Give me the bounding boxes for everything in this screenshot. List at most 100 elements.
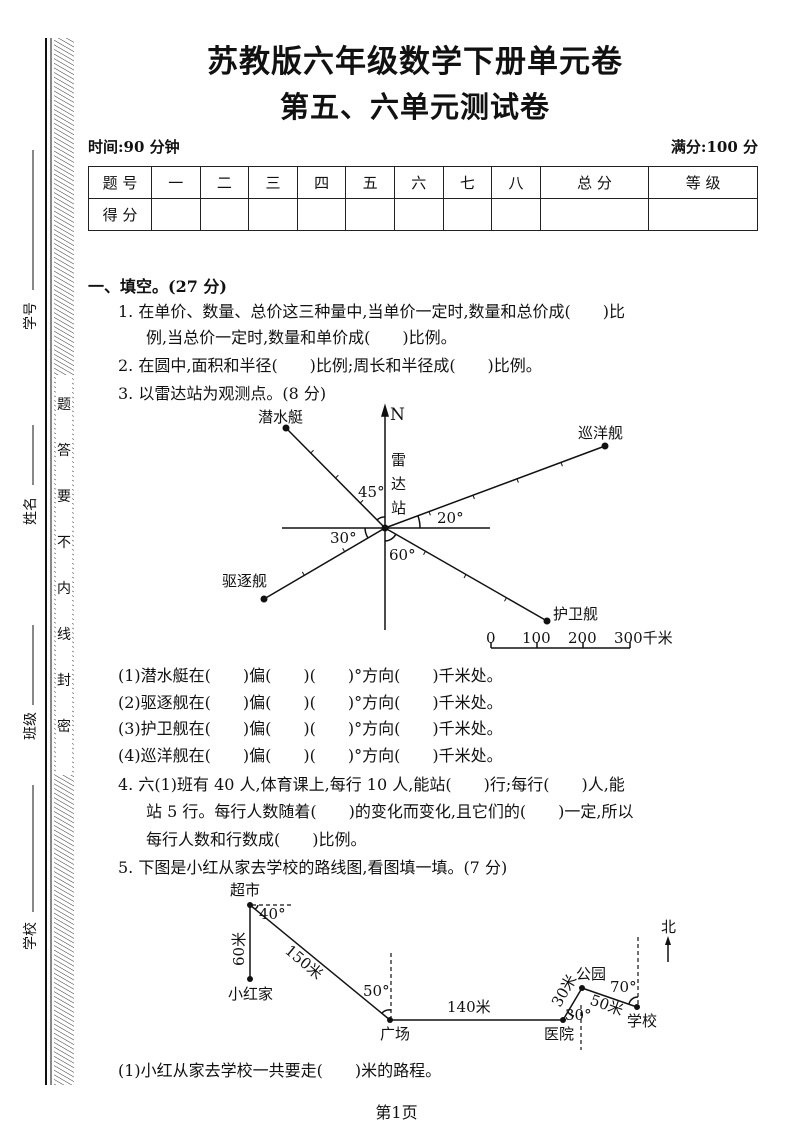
- frigate-label: 护卫舰: [553, 605, 598, 623]
- seal-char: 要: [57, 489, 71, 505]
- tick-mark: [504, 597, 507, 602]
- north-arrow-icon: [380, 403, 390, 417]
- supermarket-label: 超市: [230, 881, 260, 899]
- question-3: 3. 以雷达站为观测点。(8 分): [118, 384, 327, 403]
- cruiser-ray: [384, 445, 606, 529]
- school-label: 学校: [627, 1012, 657, 1030]
- question-5-item: (1)小红从家去学校一共要走( )米的路程。: [118, 1061, 442, 1080]
- scale-label: 200: [568, 629, 597, 647]
- destroyer-point: [260, 595, 268, 603]
- table-cell: 等 级: [648, 166, 758, 199]
- destroyer-ray: [263, 527, 386, 600]
- destroyer-label: 驱逐舰: [222, 572, 267, 590]
- table-cell: 五: [345, 166, 395, 199]
- station-label: 雷: [391, 451, 406, 469]
- seal-char: 不: [57, 535, 71, 551]
- angle-label: 70°: [610, 978, 637, 996]
- home-label: 小红家: [228, 985, 273, 1003]
- score-cell[interactable]: [248, 198, 298, 231]
- tick-mark: [560, 462, 563, 467]
- angle-label: 60°: [389, 546, 416, 564]
- question-3-item: (4)巡洋舰在( )偏( )( )°方向( )千米处。: [118, 746, 503, 765]
- radar-station-point: [381, 524, 389, 532]
- angle-label: 45°: [358, 483, 385, 501]
- seal-char: 答: [57, 443, 71, 459]
- seal-char: 内: [57, 581, 71, 597]
- north-label: N: [390, 405, 405, 425]
- hospital-label: 医院: [544, 1025, 574, 1043]
- station-label: 站: [391, 499, 406, 517]
- tick-mark: [472, 495, 475, 500]
- table-cell: 六: [393, 166, 444, 199]
- table-cell: 题 号: [88, 166, 152, 199]
- tick-mark: [516, 478, 519, 483]
- north-label: 北: [661, 918, 676, 936]
- scale-label: 100: [522, 629, 551, 647]
- question-1-line2: 例,当总价一定时,数量和单价成( )比例。: [146, 328, 457, 347]
- tick-mark: [423, 551, 426, 555]
- question-4-line2: 站 5 行。每行人数随着( )的变化而变化,且它们的( )一定,所以: [146, 802, 634, 821]
- question-3-item: (3)护卫舰在( )偏( )( )°方向( )千米处。: [118, 719, 503, 738]
- scale-label: 300千米: [614, 629, 673, 647]
- score-cell[interactable]: [442, 198, 493, 231]
- table-row: 得 分: [88, 198, 758, 231]
- question-1-line1: 1. 在单价、数量、总价这三种量中,当单价一定时,数量和总价成( )比: [118, 302, 626, 321]
- seal-char: 题: [57, 397, 71, 413]
- page-title: 苏教版六年级数学下册单元卷: [207, 44, 623, 80]
- page-subtitle: 第五、六单元测试卷: [279, 90, 550, 124]
- score-cell[interactable]: [648, 198, 758, 231]
- route-segment: [249, 904, 391, 1021]
- tick-mark: [359, 499, 364, 504]
- score-cell[interactable]: [296, 198, 347, 231]
- seal-text: 题 答 要 不 内 线 封 密: [56, 382, 72, 750]
- tick-mark: [428, 511, 431, 516]
- question-2: 2. 在圆中,面积和半径( )比例;周长和半径成( )比例。: [118, 356, 542, 375]
- question-5: 5. 下图是小红从家去学校的路线图,看图填一填。(7 分): [118, 858, 508, 877]
- scale-label: 0: [486, 629, 496, 647]
- question-3-item: (2)驱逐舰在( )偏( )( )°方向( )千米处。: [118, 693, 503, 712]
- table-cell: 八: [491, 166, 541, 199]
- question-3-item: (1)潜水艇在( )偏( )( )°方向( )千米处。: [118, 666, 503, 685]
- tick-mark: [310, 449, 314, 454]
- angle-arc: [417, 515, 421, 529]
- table-cell: 总 分: [539, 166, 650, 199]
- angle-label: 30°: [330, 529, 357, 547]
- route-segment: [562, 987, 583, 1021]
- square-label: 广场: [380, 1025, 410, 1043]
- tick-mark: [301, 571, 305, 576]
- table-cell: 得 分: [88, 198, 152, 231]
- question-4-line1: 4. 六(1)班有 40 人,体育课上,每行 10 人,能站( )行;每行( )…: [118, 775, 625, 794]
- tick-mark: [335, 474, 339, 479]
- submarine-label: 潜水艇: [258, 408, 303, 426]
- exam-time: 时间:90 分钟: [88, 138, 180, 156]
- score-cell[interactable]: [539, 198, 650, 231]
- angle-label: 30°: [565, 1006, 592, 1024]
- score-cell[interactable]: [345, 198, 395, 231]
- tick-mark: [463, 574, 467, 579]
- section-heading: 一、填空。(27 分): [88, 277, 227, 296]
- table-cell: 四: [296, 166, 347, 199]
- submarine-point: [282, 424, 290, 432]
- angle-arc: [384, 533, 397, 542]
- seal-char: 密: [57, 719, 71, 735]
- question-4-line3: 每行人数和行数成( )比例。: [146, 830, 367, 849]
- angle-arc: [376, 516, 386, 521]
- angle-label: 40°: [259, 905, 286, 923]
- angle-arc: [364, 527, 369, 539]
- route-segment: [581, 987, 638, 1008]
- score-table: 题 号 一 二 三 四 五 六 七 八 总 分 等 级 得 分: [88, 166, 758, 231]
- cruiser-point: [601, 442, 609, 450]
- station-label: 达: [391, 475, 406, 493]
- distance-label: 60米: [230, 932, 248, 966]
- cruiser-label: 巡洋舰: [578, 424, 623, 442]
- angle-label: 20°: [437, 509, 464, 527]
- full-score: 满分:100 分: [670, 138, 758, 156]
- seal-char: 封: [57, 673, 71, 689]
- score-cell[interactable]: [393, 198, 444, 231]
- park-label: 公园: [576, 965, 606, 983]
- angle-label: 50°: [363, 982, 390, 1000]
- frigate-point: [543, 617, 551, 625]
